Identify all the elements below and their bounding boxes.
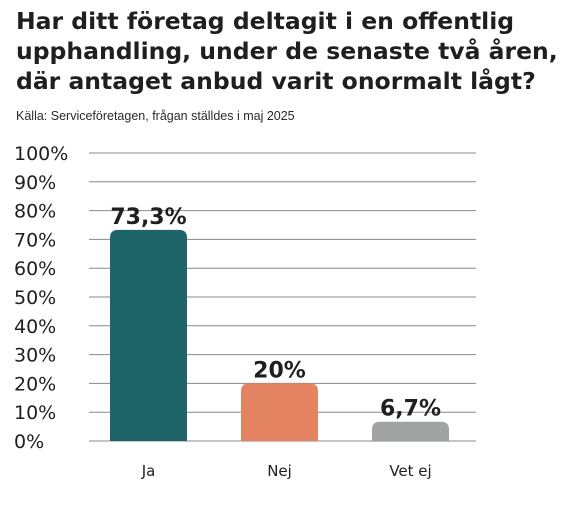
- x-category-label: Vet ej: [389, 462, 431, 480]
- y-tick-label: 20%: [14, 373, 56, 395]
- chart-title: Har ditt företag deltagit i en offentlig…: [16, 7, 558, 95]
- x-category-label: Ja: [141, 462, 156, 480]
- x-category-label: Nej: [267, 462, 292, 480]
- bar-vet-ej: [372, 421, 449, 441]
- y-tick-label: 90%: [14, 172, 56, 194]
- y-axis-ticks: 0% 10% 20% 30% 40% 50% 60% 70% 80% 90% 100%: [14, 143, 68, 453]
- y-tick-label: 40%: [14, 316, 56, 338]
- y-tick-label: 10%: [14, 402, 56, 424]
- x-axis-categories: Ja Nej Vet ej: [141, 462, 432, 480]
- data-labels: 73,3% 20% 6,7%: [110, 205, 441, 422]
- y-tick-label: 30%: [14, 345, 56, 367]
- data-label: 6,7%: [380, 397, 441, 422]
- bar-ja: [110, 229, 187, 441]
- y-tick-label: 100%: [14, 143, 68, 165]
- y-tick-label: 50%: [14, 287, 56, 309]
- y-tick-label: 0%: [14, 431, 44, 453]
- y-tick-label: 60%: [14, 258, 56, 280]
- y-tick-label: 80%: [14, 201, 56, 223]
- bar-nej: [241, 383, 318, 441]
- data-label: 20%: [253, 358, 306, 383]
- bars: [110, 229, 449, 441]
- y-tick-label: 70%: [14, 229, 56, 251]
- chart-source: Källa: Serviceföretagen, frågan ställdes…: [16, 109, 295, 123]
- data-label: 73,3%: [110, 205, 186, 230]
